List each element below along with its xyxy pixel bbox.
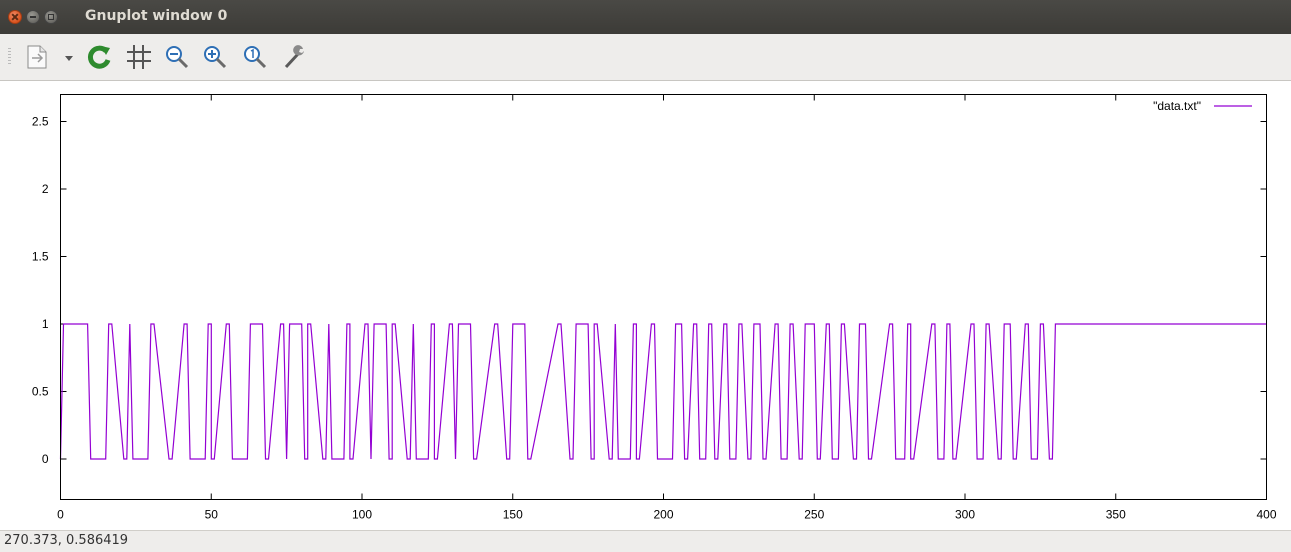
x-tick-label: 50 xyxy=(205,508,219,522)
toolbar-grip-icon[interactable] xyxy=(8,48,11,66)
x-tick-label: 200 xyxy=(653,508,673,522)
zoom-reset-icon[interactable] xyxy=(240,42,270,72)
x-tick-label: 100 xyxy=(352,508,372,522)
export-icon[interactable] xyxy=(22,42,52,72)
settings-wrench-icon[interactable] xyxy=(280,42,310,72)
cursor-coordinates: 270.373, 0.586419 xyxy=(4,533,129,548)
y-tick-label: 2 xyxy=(42,182,49,196)
y-tick-label: 0.5 xyxy=(32,385,49,399)
x-tick-label: 150 xyxy=(503,508,523,522)
y-tick-label: 0 xyxy=(42,452,49,466)
series-line-data-txt xyxy=(59,323,1267,460)
status-bar: 270.373, 0.586419 xyxy=(0,530,1291,552)
close-window-button[interactable] xyxy=(8,10,22,24)
y-tick-label: 1 xyxy=(42,317,49,331)
title-bar: Gnuplot window 0 xyxy=(0,0,1291,34)
maximize-window-button[interactable] xyxy=(44,10,58,24)
y-tick-label: 1.5 xyxy=(32,250,49,264)
x-tick-label: 0 xyxy=(57,508,64,522)
replot-icon[interactable] xyxy=(84,42,114,72)
zoom-out-icon[interactable] xyxy=(162,42,192,72)
minimize-window-button[interactable] xyxy=(26,10,40,24)
legend-label: "data.txt" xyxy=(1153,99,1201,113)
x-tick-label: 400 xyxy=(1256,508,1276,522)
window-title: Gnuplot window 0 xyxy=(85,8,228,24)
plot-border xyxy=(60,94,1267,500)
zoom-in-icon[interactable] xyxy=(200,42,230,72)
x-tick-label: 350 xyxy=(1106,508,1126,522)
y-tick-label: 2.5 xyxy=(32,115,49,129)
plot-area[interactable]: 0 50 100 150 200 250 300 350 400 0 0.5 1 1.5 2 2.5 "da… xyxy=(0,81,1291,530)
chart[interactable]: 0 50 100 150 200 250 300 350 400 0 0.5 1 1.5 2 2.5 "da… xyxy=(0,81,1291,530)
grid-icon[interactable] xyxy=(124,42,154,72)
dropdown-arrow-icon[interactable] xyxy=(62,42,76,72)
x-tick-label: 300 xyxy=(955,508,975,522)
toolbar xyxy=(0,34,1291,81)
x-tick-label: 250 xyxy=(804,508,824,522)
